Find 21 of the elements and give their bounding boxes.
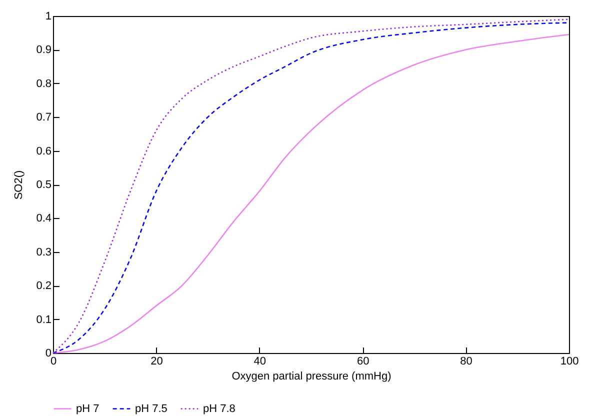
y-tick-label: 0.3	[36, 246, 52, 258]
x-tick-label: 80	[460, 356, 472, 368]
x-axis-title: Oxygen partial pressure (mmHg)	[232, 370, 392, 382]
x-tick-label: 100	[560, 356, 579, 368]
y-tick-label: 0.8	[36, 78, 52, 90]
x-tick-label: 40	[254, 356, 266, 368]
legend-label: pH 7	[76, 402, 100, 415]
y-tick-label: 0.2	[36, 280, 52, 292]
legend-label: pH 7.5	[135, 402, 168, 415]
y-tick-label: 0.5	[36, 179, 52, 191]
y-tick-label: 0.6	[36, 145, 52, 158]
legend-label: pH 7.8	[203, 402, 236, 415]
y-tick-label: 0.4	[36, 212, 52, 225]
y-axis-title: SO2()	[13, 170, 26, 200]
y-tick-label: 1	[45, 10, 52, 22]
x-tick-label: 20	[150, 356, 163, 368]
y-tick-label: 0	[45, 348, 52, 360]
x-tick-label: 60	[356, 356, 370, 368]
y-tick-label: 0.7	[36, 112, 52, 124]
y-tick-label: 0.1	[36, 314, 52, 326]
y-tick-label: 0.9	[36, 44, 52, 56]
